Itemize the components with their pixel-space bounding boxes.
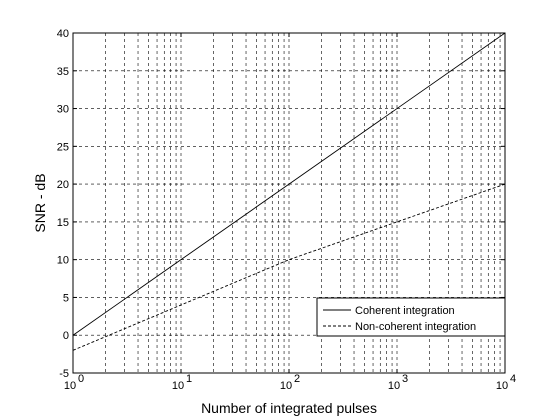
y-tick-label: 40 <box>57 28 69 40</box>
series-group <box>72 32 506 351</box>
y-tick-label: 30 <box>57 104 69 116</box>
y-tick-label: 0 <box>63 330 69 342</box>
x-tick-exponent: 4 <box>510 373 516 385</box>
series-line-2 <box>72 183 506 351</box>
legend-label-2: Non-coherent integration <box>355 321 476 333</box>
x-tick-label: 10 <box>388 380 400 392</box>
x-tick-exponent: 0 <box>78 373 84 385</box>
x-tick-exponent: 3 <box>402 373 408 385</box>
legend: Coherent integration Non-coherent integra… <box>316 297 506 337</box>
y-tick-label: 15 <box>57 217 69 229</box>
series-line-1 <box>72 32 506 336</box>
y-tick-label: 10 <box>57 255 69 267</box>
legend-box <box>316 297 506 337</box>
x-axis-label: Number of integrated pulses <box>201 400 377 416</box>
x-tick-label: 10 <box>280 380 292 392</box>
y-axis-label: SNR - dB <box>32 173 48 232</box>
x-tick-label: 10 <box>64 380 76 392</box>
y-tick-label: 25 <box>57 141 69 153</box>
x-tick-exponent: 2 <box>294 373 300 385</box>
y-tick-label: 20 <box>57 179 69 191</box>
y-tick-label: 5 <box>63 292 69 304</box>
x-tick-label: 10 <box>496 380 508 392</box>
y-tick-label: -5 <box>59 368 69 380</box>
legend-label-1: Coherent integration <box>355 305 455 317</box>
x-tick-exponent: 1 <box>186 373 192 385</box>
y-tick-label: 35 <box>57 66 69 78</box>
x-tick-label: 10 <box>172 380 184 392</box>
